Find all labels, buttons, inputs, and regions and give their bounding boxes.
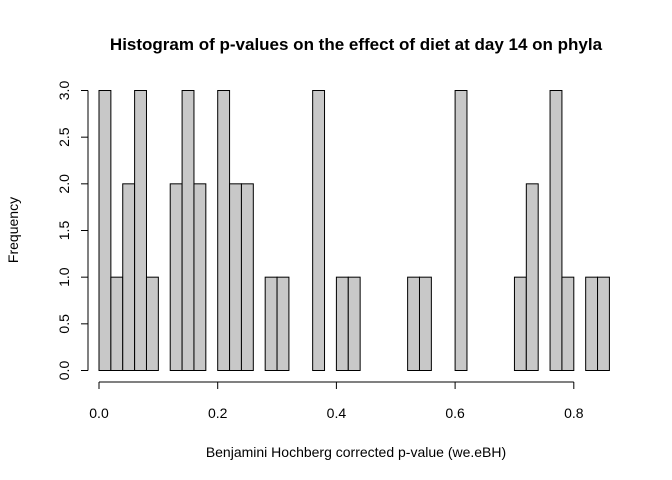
histogram-bar: [347, 276, 361, 372]
y-tick-label: 0.5: [56, 314, 72, 334]
histogram-bar: [276, 276, 290, 372]
histogram-bar: [110, 276, 124, 372]
x-tick-label: 0.8: [564, 405, 584, 421]
histogram-bar: [145, 276, 159, 372]
histogram-bar: [418, 276, 432, 372]
histogram-bar: [240, 183, 254, 371]
histogram-bar: [597, 276, 610, 372]
histogram-bar: [407, 276, 420, 372]
y-tick-label: 1.0: [56, 267, 72, 287]
y-tick-label: 2.5: [56, 127, 72, 147]
histogram-bar: [335, 276, 349, 372]
histogram-bar: [264, 276, 278, 372]
chart-title: Histogram of p-values on the effect of d…: [110, 35, 603, 54]
histogram-bar: [169, 183, 183, 371]
histogram-bar: [122, 183, 136, 371]
histogram-bar: [193, 183, 207, 371]
x-tick-label: 0.2: [208, 405, 228, 421]
y-axis-label: Frequency: [5, 197, 21, 263]
x-axis: 0.0 0.2 0.4 0.6 0.8: [89, 381, 584, 421]
x-axis-label: Benjamini Hochberg corrected p-value (we…: [206, 444, 506, 460]
y-tick-label: 2.0: [56, 174, 72, 194]
histogram-bar: [181, 90, 195, 371]
bars-group: [98, 90, 610, 372]
histogram-bar: [229, 183, 242, 371]
histogram-bar: [454, 90, 468, 371]
y-axis: 0.0 0.5 1.0 1.5 2.0 2.5 3.0: [56, 81, 89, 381]
histogram-bar: [525, 183, 539, 371]
y-tick-label: 3.0: [56, 81, 72, 101]
histogram-bar: [561, 276, 575, 372]
histogram-bar: [312, 90, 326, 371]
histogram-bar: [134, 90, 147, 371]
x-tick-label: 0.6: [445, 405, 465, 421]
histogram-bar: [549, 90, 563, 371]
x-tick-label: 0.4: [327, 405, 347, 421]
histogram-bar: [217, 90, 231, 371]
histogram-bar: [98, 90, 112, 371]
y-tick-label: 1.5: [56, 221, 72, 241]
x-tick-label: 0.0: [89, 405, 109, 421]
histogram-bar: [513, 276, 527, 372]
y-tick-label: 0.0: [56, 361, 72, 381]
histogram-bar: [585, 276, 599, 372]
